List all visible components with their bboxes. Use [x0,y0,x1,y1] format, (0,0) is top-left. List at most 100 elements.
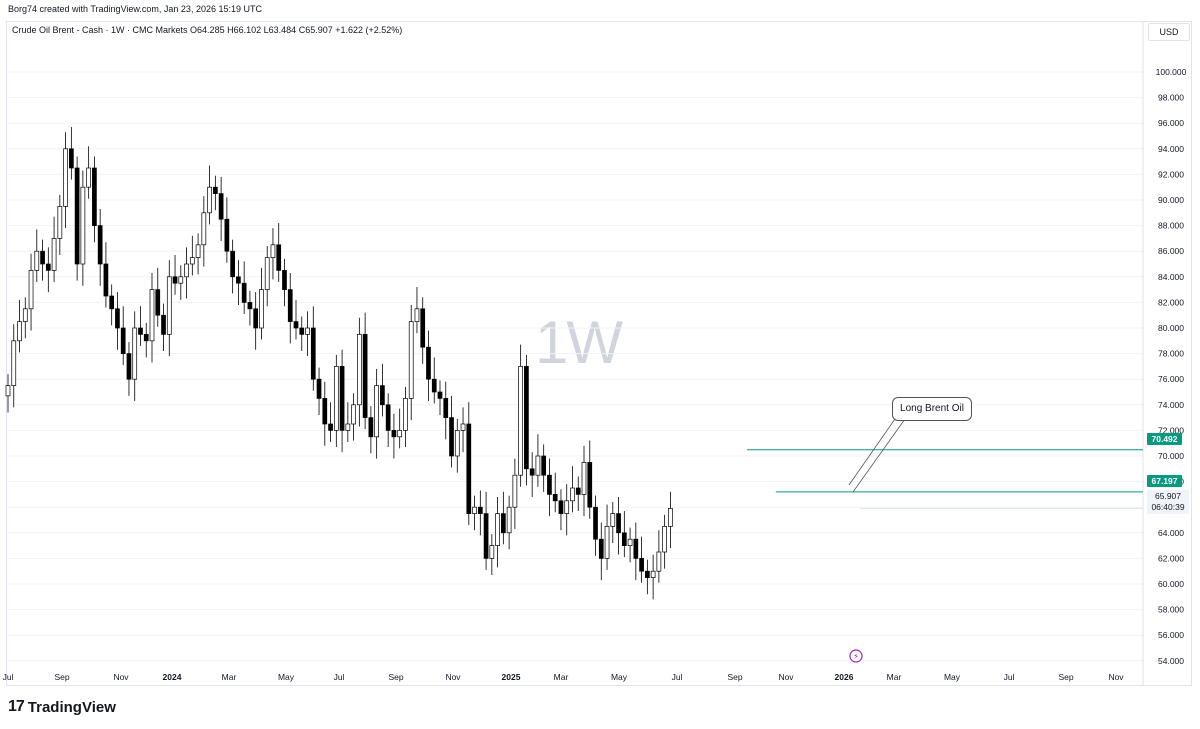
candle-body [293,321,299,329]
candle-body [610,513,616,527]
x-tick-label: Nov [113,672,129,682]
candle-body [621,532,627,546]
y-tick-label: 78.000 [1158,349,1184,359]
candle-body [155,289,161,316]
candle-body [431,378,437,393]
tradingview-wordmark: TradingView [27,698,116,716]
tradingview-mark-icon: 17 [8,698,25,715]
x-tick-label: Jul [3,672,14,682]
candle-body [17,321,22,342]
candle-body [213,186,218,194]
y-tick-label: 70.000 [1158,451,1184,461]
x-tick-label: 2026 [835,672,854,682]
currency-button[interactable]: USD [1148,23,1190,41]
candle-body [593,506,598,540]
y-tick-label: 94.000 [1158,144,1184,154]
last-price-badge: 65.907 06:40:39 [1147,490,1189,514]
candle-body [241,282,247,303]
candle-body [328,423,333,431]
candle-body [132,327,138,380]
candle-body [270,244,276,258]
x-tick-label: May [944,672,961,682]
y-tick-label: 96.000 [1158,118,1184,128]
candle-body [477,506,483,514]
ohlc-change: +1.622 (+2.52%) [335,25,403,35]
candle-body [633,538,639,559]
candle-body [230,250,235,278]
candle-body [316,378,322,399]
candle-body [472,506,477,514]
candle-body [581,462,587,495]
candle-body [506,506,512,534]
tradingview-logo[interactable]: 17 TradingView [8,698,116,716]
level-upper-badge[interactable]: 70.492 [1147,433,1182,445]
callout-pointer [848,418,896,486]
candle-body [380,385,385,406]
x-tick-label: 2025 [502,672,521,682]
x-tick-label: May [278,672,295,682]
ohlc-close: C65.907 [298,25,333,35]
y-tick-label: 54.000 [1158,656,1184,666]
candle-body [264,257,270,290]
symbol-legend[interactable]: Crude Oil Brent - Cash · 1W · CMC Market… [12,25,402,35]
y-tick-label: 62.000 [1158,553,1184,563]
candle-body [5,385,11,397]
candle-body [92,167,97,226]
candle-body [310,327,316,380]
y-tick-label: 84.000 [1158,272,1184,282]
ohlc-high: H66.102 [227,25,262,35]
candle-body [120,327,126,354]
interval-watermark: 1W [535,309,623,376]
candle-body [587,462,593,508]
lightning-glyph: ⚡ [853,652,859,661]
candle-body [109,295,115,310]
candle-body [454,430,460,457]
candle-body [178,276,184,284]
candle-body [236,276,241,284]
y-tick-label: 92.000 [1158,169,1184,179]
candle-body [650,570,656,578]
candle-body [351,404,356,425]
y-tick-label: 56.000 [1158,630,1184,640]
candle-body [63,148,68,207]
candle-body [22,308,28,322]
candle-body [662,526,667,553]
candle-body [627,538,633,546]
candle-body [575,487,581,495]
candle-body [34,250,40,271]
candle-body [518,366,523,476]
x-tick-label: Sep [727,672,742,682]
candle-body [333,366,339,431]
candle-body [397,430,403,438]
candle-body [362,334,368,418]
ohlc-low: L63.484 [263,25,297,35]
candle-body [201,212,207,246]
y-tick-label: 82.000 [1158,297,1184,307]
candle-body [460,423,466,431]
x-tick-label: Nov [778,672,794,682]
candle-body [86,167,91,188]
x-tick-label: May [611,672,628,682]
candle-body [11,340,17,386]
candle-body [604,526,610,559]
candle-body [656,551,662,572]
x-tick-label: Sep [388,672,403,682]
x-tick-label: Mar [554,672,569,682]
candle-body [408,321,414,399]
y-tick-label: 64.000 [1158,528,1184,538]
y-tick-label: 90.000 [1158,195,1184,205]
candle-body [276,244,282,271]
candle-body [80,186,86,265]
y-tick-label: 86.000 [1158,246,1184,256]
candle-body [149,289,155,342]
candle-body [138,327,143,335]
x-tick-label: Jul [334,672,345,682]
candle-body [259,289,264,329]
candle-body [489,545,495,559]
candle-body [218,193,224,220]
level-lower-badge[interactable]: 67.197 [1147,475,1182,487]
callout-label[interactable]: Long Brent Oil [892,397,972,421]
candle-body [552,494,558,502]
candle-body [443,398,449,418]
